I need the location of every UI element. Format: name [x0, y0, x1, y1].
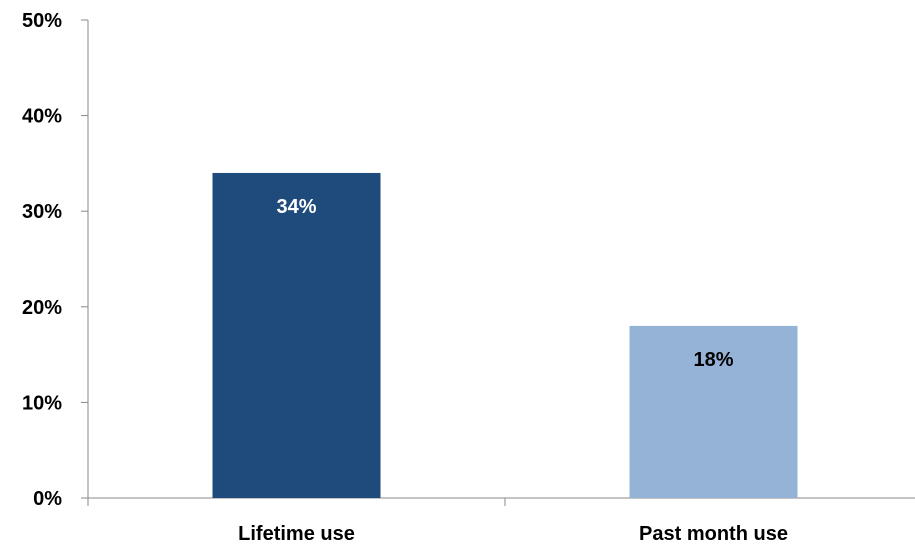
labels: 34% Lifetime use 18% Past month use — [238, 196, 788, 545]
bars — [212, 172, 798, 498]
data-label: 34% — [276, 196, 316, 218]
y-tick-label: 40% — [22, 106, 62, 128]
y-tick-label: 20% — [22, 297, 62, 319]
data-label: 18% — [693, 349, 733, 371]
y-tick-label: 0% — [33, 488, 62, 510]
y-tick-label: 30% — [22, 201, 62, 223]
bar — [212, 172, 381, 498]
bar — [629, 325, 798, 498]
y-tick-label: 10% — [22, 392, 62, 414]
x-tick-label: Lifetime use — [238, 523, 355, 545]
y-tick-label: 50% — [22, 10, 62, 32]
x-tick-label: Past month use — [639, 523, 788, 545]
